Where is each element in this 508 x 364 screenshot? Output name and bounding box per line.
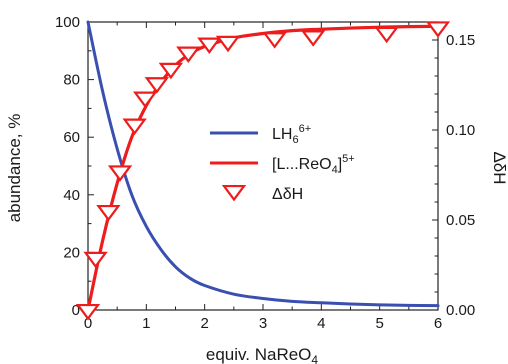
x-tick-label: 3: [259, 315, 267, 332]
marker-point: [83, 251, 108, 269]
legend-label-close: ]: [338, 156, 342, 173]
marker-point: [75, 303, 101, 321]
legend-swatch-2: [221, 184, 247, 202]
y-left-tick-label: 100: [55, 14, 80, 31]
x-tick-label: 4: [317, 315, 325, 332]
y-right-tick-label: 0.00: [446, 302, 475, 319]
x-tick-label: 1: [142, 315, 150, 332]
marker-point: [158, 62, 184, 80]
marker-point: [262, 32, 287, 49]
series-line-0: [86, 20, 440, 308]
legend-label-sub: 4: [332, 164, 338, 176]
legend: LH66+ [L...ReO4]5+ ΔδH: [210, 123, 355, 203]
x-tick-label: 6: [434, 315, 442, 332]
legend-label-base: LH: [272, 126, 292, 143]
marker-point: [96, 204, 121, 222]
y-right-tick-label: 0.15: [446, 32, 475, 49]
x-tick-label: 2: [200, 315, 208, 332]
marker-point: [215, 35, 241, 53]
y-left-tick-label: 40: [63, 187, 80, 204]
y-left-tick-label: 60: [63, 129, 80, 146]
y-axis-right-title: ΔδH: [490, 151, 508, 184]
y-right-tick-label: 0.05: [446, 212, 475, 229]
y-left-tick-label: 80: [63, 72, 80, 89]
marker-point: [132, 91, 158, 108]
marker-point: [425, 21, 451, 38]
x-axis-title: equiv. NaReO4: [206, 345, 319, 364]
marker-point: [197, 37, 222, 54]
marker-point: [374, 26, 399, 44]
x-axis-title-subscript: 4: [311, 353, 318, 364]
x-axis-title-main: equiv. NaReO: [206, 345, 312, 364]
legend-label-sup: 5+: [342, 153, 355, 165]
marker-point: [107, 165, 133, 182]
marker-point: [122, 118, 147, 135]
x-tick-label: 0: [84, 315, 92, 332]
legend-label-0: LH66+: [272, 123, 311, 146]
x-tick-label: 5: [375, 315, 383, 332]
legend-label-2: ΔδH: [272, 186, 303, 203]
plot-frame: [87, 21, 439, 311]
legend-label-base: [L...ReO: [272, 156, 332, 173]
marker-point: [300, 30, 326, 47]
series-line-1: [86, 24, 440, 312]
marker-point: [144, 77, 170, 94]
legend-label-1: [L...ReO4]5+: [272, 153, 355, 176]
legend-label-sup: 6+: [299, 123, 312, 135]
y-left-tick-label: 20: [63, 244, 80, 261]
legend-label-base: ΔδH: [272, 186, 303, 203]
legend-label-sub: 6: [292, 134, 298, 146]
marker-point: [176, 46, 201, 63]
y-right-tick-label: 0.10: [446, 122, 475, 139]
y-axis-left-title: abundance, %: [5, 114, 24, 223]
y-left-tick-label: 0: [72, 302, 80, 319]
